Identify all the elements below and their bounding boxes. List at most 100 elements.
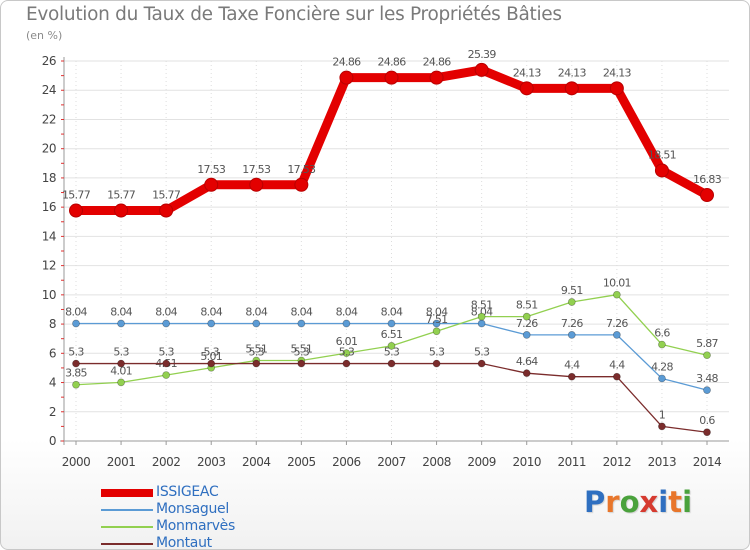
y-tick-label: 6 [49, 346, 56, 360]
series-point [567, 372, 576, 381]
series-point [703, 386, 711, 394]
series-point [339, 70, 354, 85]
x-tick-label: 2012 [603, 455, 632, 469]
data-label: 24.86 [378, 56, 407, 69]
y-tick-label: 4 [49, 376, 56, 390]
series-point [654, 163, 669, 178]
chart-title: Evolution du Taux de Taxe Foncière sur l… [26, 4, 562, 25]
series-point [252, 359, 261, 368]
x-tick-label: 2013 [648, 455, 677, 469]
y-tick-label: 20 [42, 142, 56, 156]
y-tick-label: 26 [42, 54, 56, 68]
data-label: 8.04 [110, 305, 132, 318]
series-point [567, 331, 576, 339]
data-label: 24.13 [558, 66, 587, 79]
series-point [69, 203, 83, 218]
data-label: 1 [659, 408, 665, 421]
data-label: 15.77 [152, 189, 181, 202]
data-label: 7.26 [516, 317, 538, 330]
x-tick-label: 2001 [107, 455, 136, 469]
series-point [522, 369, 531, 378]
data-label: 5.87 [696, 337, 718, 350]
series-point [114, 203, 129, 218]
data-label: 24.13 [513, 66, 542, 79]
y-tick-label: 18 [42, 171, 56, 185]
x-tick-label: 2000 [62, 455, 91, 469]
data-label: 5.3 [294, 346, 310, 359]
logo-letter: t [668, 485, 683, 519]
series-point [294, 177, 309, 192]
y-tick-label: 12 [42, 259, 56, 273]
series-point [474, 62, 489, 77]
data-label: 17.53 [287, 163, 316, 176]
logo-letter: x [639, 485, 659, 519]
series-point [613, 290, 621, 299]
series-point [297, 359, 306, 368]
series-point [72, 359, 80, 368]
data-label: 24.13 [603, 66, 632, 79]
data-label: 8.51 [471, 299, 493, 312]
series-point [609, 81, 624, 96]
series-point [703, 428, 711, 437]
data-label: 5.3 [384, 346, 400, 359]
data-label: 7.26 [561, 317, 583, 330]
y-tick-label: 0 [49, 434, 56, 448]
series-point [387, 359, 396, 368]
y-tick-label: 22 [42, 112, 56, 126]
data-label: 8.51 [516, 299, 538, 312]
data-label: 5.3 [68, 346, 84, 359]
series-point [613, 372, 621, 381]
data-label: 5.3 [158, 346, 174, 359]
series-point [207, 359, 216, 368]
series-point [658, 422, 666, 431]
series-point [432, 327, 441, 336]
chart-unit-label: (en %) [26, 29, 63, 42]
proxiti-logo: Proxiti [584, 485, 692, 519]
series-point [204, 177, 219, 192]
y-tick-label: 16 [42, 200, 56, 214]
series-point [432, 359, 441, 368]
series-point [429, 70, 444, 85]
y-tick-label: 10 [42, 288, 56, 302]
series-point [387, 342, 396, 350]
series-point [477, 359, 486, 368]
data-label: 8.04 [291, 305, 313, 318]
series-point [387, 319, 396, 328]
legend-swatch [101, 526, 153, 528]
data-label: 4.28 [651, 360, 673, 373]
series-point [700, 188, 714, 203]
x-tick-label: 2002 [152, 455, 181, 469]
data-label: 8.04 [471, 305, 493, 318]
x-tick-label: 2009 [467, 455, 496, 469]
data-label: 0.6 [699, 414, 715, 427]
series-point [117, 359, 125, 368]
data-label: 17.53 [242, 163, 271, 176]
data-label: 24.86 [332, 56, 361, 69]
legend-label: Monsaguel [156, 501, 229, 517]
data-label: 5.01 [200, 350, 222, 363]
series-point [342, 319, 351, 328]
series-point [297, 319, 306, 328]
data-label: 17.53 [197, 163, 226, 176]
x-tick-label: 2008 [422, 455, 451, 469]
x-tick-label: 2014 [693, 455, 722, 469]
data-label: 5.3 [474, 346, 490, 359]
series-point [613, 331, 621, 339]
data-label: 4.4 [564, 359, 580, 372]
series-point [342, 359, 351, 368]
series-point [522, 331, 531, 339]
series-point [249, 177, 264, 192]
data-label: 8.04 [200, 305, 222, 318]
logo-letter: r [605, 485, 620, 519]
x-tick-label: 2007 [377, 455, 406, 469]
legend-label: Monmarvès [156, 518, 235, 534]
series-point [342, 349, 351, 358]
series-point [703, 351, 711, 360]
series-point [432, 319, 441, 328]
data-label: 7.26 [606, 317, 628, 330]
logo-letter: o [619, 485, 640, 519]
series-point [117, 378, 125, 387]
series-point [117, 319, 125, 328]
legend-label: Montaut [156, 535, 212, 550]
